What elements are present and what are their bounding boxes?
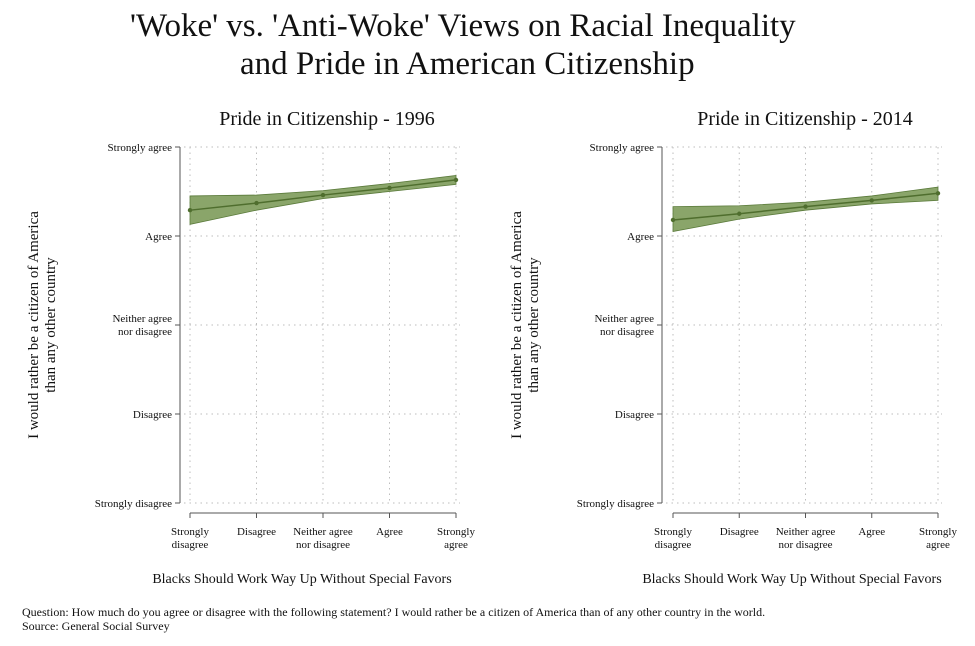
data-point [254, 200, 259, 206]
y-axis-title: I would rather be a citizen of Americath… [26, 211, 59, 439]
figure-title-line-2: and Pride in American Citizenship [240, 46, 695, 82]
confidence-band [189, 175, 457, 225]
panel-title: Pride in Citizenship - 2014 [697, 108, 913, 130]
data-point [869, 198, 874, 203]
x-tick-label: Disagree [720, 526, 759, 538]
y-tick-label: Disagree [615, 409, 654, 421]
y-tick-label: Agree [627, 231, 654, 243]
y-tick-label: Strongly disagree [95, 498, 172, 510]
y-tick-label: Neither agree nor disagree [594, 313, 654, 338]
chart-panel-2: Pride in Citizenship - 2014 Strongly disa… [509, 108, 957, 587]
data-point [935, 191, 941, 196]
x-tick-label: Agree [858, 526, 885, 538]
confidence-band [672, 186, 939, 233]
x-tick-label: Neither agree nor disagree [776, 526, 836, 551]
y-tick-label: Strongly agree [108, 142, 173, 154]
x-tick-label: Disagree [237, 526, 276, 538]
question-note: Question: How much do you agree or disag… [22, 605, 766, 619]
y-tick-label: Neither agree nor disagree [112, 313, 172, 338]
x-tick-label: Strongly agree [919, 526, 957, 551]
data-point [320, 192, 326, 198]
y-axis-title: I would rather be a citizen of Americath… [509, 211, 542, 439]
x-tick-label: Strongly disagree [654, 526, 692, 551]
data-point [670, 217, 676, 223]
data-point [803, 204, 808, 209]
y-tick-label: Strongly disagree [577, 498, 654, 510]
y-tick-label: Disagree [133, 409, 172, 421]
x-axis-title: Blacks Should Work Way Up Without Specia… [152, 572, 451, 587]
x-tick-label: Neither agree nor disagree [293, 526, 353, 551]
panel-title: Pride in Citizenship - 1996 [219, 108, 435, 130]
data-point [187, 207, 193, 213]
x-tick-label: Strongly disagree [171, 526, 209, 551]
y-tick-label: Strongly agree [590, 142, 655, 154]
y-tick-label: Agree [145, 231, 172, 243]
x-axis-title: Blacks Should Work Way Up Without Specia… [642, 572, 941, 587]
figure-title-line-1: 'Woke' vs. 'Anti-Woke' Views on Racial I… [130, 8, 796, 44]
source-note: Source: General Social Survey [22, 619, 170, 633]
x-tick-label: Agree [376, 526, 403, 538]
data-point [737, 211, 742, 216]
data-point [453, 177, 459, 183]
chart-panel-1: Pride in Citizenship - 1996 Strongly disa… [26, 108, 475, 587]
x-tick-label: Strongly agree [437, 526, 475, 551]
data-point [387, 185, 392, 191]
